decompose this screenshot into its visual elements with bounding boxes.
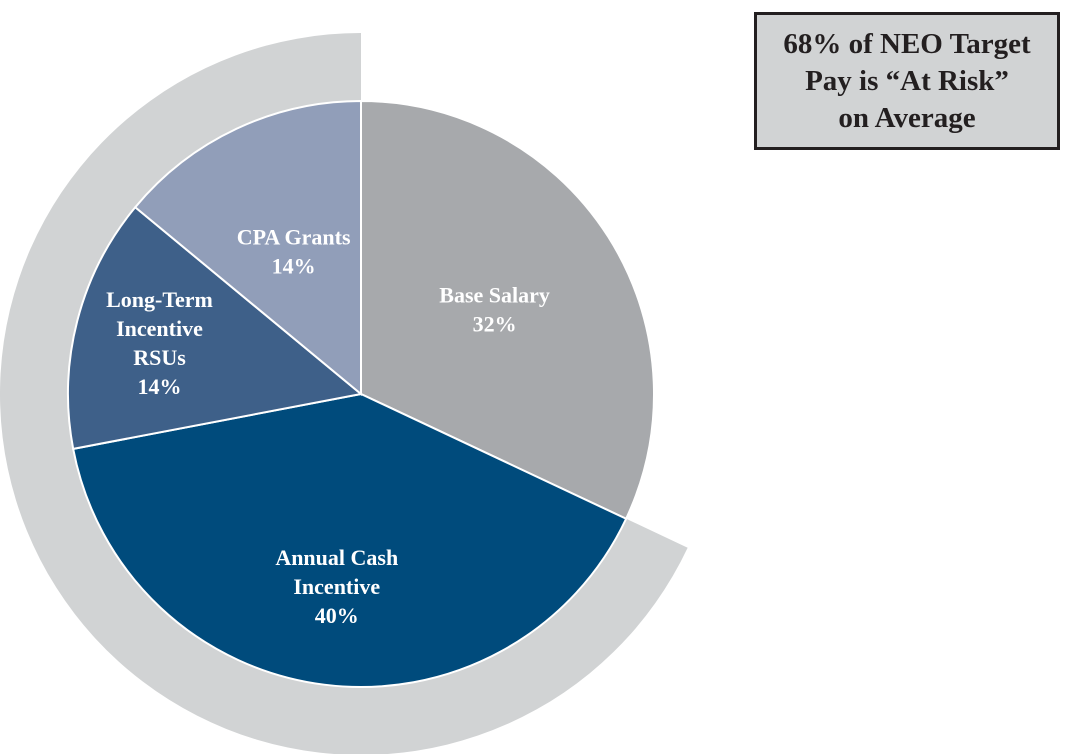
pie-label-line-cpa: CPA Grants <box>237 224 351 249</box>
pie-slice-annual <box>72 392 628 688</box>
pie-label-line-annual: Incentive <box>293 574 380 599</box>
pie-value-cpa: 14% <box>272 253 316 278</box>
pie-slice-ltrsu <box>67 205 364 451</box>
at-risk-callout-text: 68% of NEO Target Pay is “At Risk” on Av… <box>783 26 1030 137</box>
callout-line-1: 68% of NEO Target <box>783 27 1031 60</box>
pie-value-annual: 40% <box>315 603 359 628</box>
pie-label-line-ltrsu: Incentive <box>116 316 203 341</box>
pie-label-annual: Annual Cash Incentive 40% <box>275 545 398 628</box>
pie-label-cpa: CPA Grants 14% <box>237 224 351 278</box>
callout-line-3: on Average <box>838 101 976 134</box>
pie-slices <box>67 99 655 688</box>
at-risk-callout-box: 68% of NEO Target Pay is “At Risk” on Av… <box>754 12 1060 150</box>
pie-value-base: 32% <box>473 312 517 337</box>
pie-slice-base <box>360 99 655 521</box>
pie-value-ltrsu: 14% <box>138 374 182 399</box>
pie-label-line-ltrsu: Long-Term <box>106 287 213 312</box>
callout-line-2: Pay is “At Risk” <box>805 64 1009 97</box>
pie-label-ltrsu: Long-Term Incentive RSUs 14% <box>106 287 213 399</box>
pie-label-line-ltrsu: RSUs <box>133 345 186 370</box>
pie-label-line-annual: Annual Cash <box>275 545 398 570</box>
pie-slice-cpa <box>133 99 362 397</box>
pie-labels: Base Salary 32% Annual Cash Incentive 40% Lon… <box>106 224 550 628</box>
pie-label-base: Base Salary 32% <box>439 283 550 337</box>
pie-label-line-base: Base Salary <box>439 283 550 308</box>
